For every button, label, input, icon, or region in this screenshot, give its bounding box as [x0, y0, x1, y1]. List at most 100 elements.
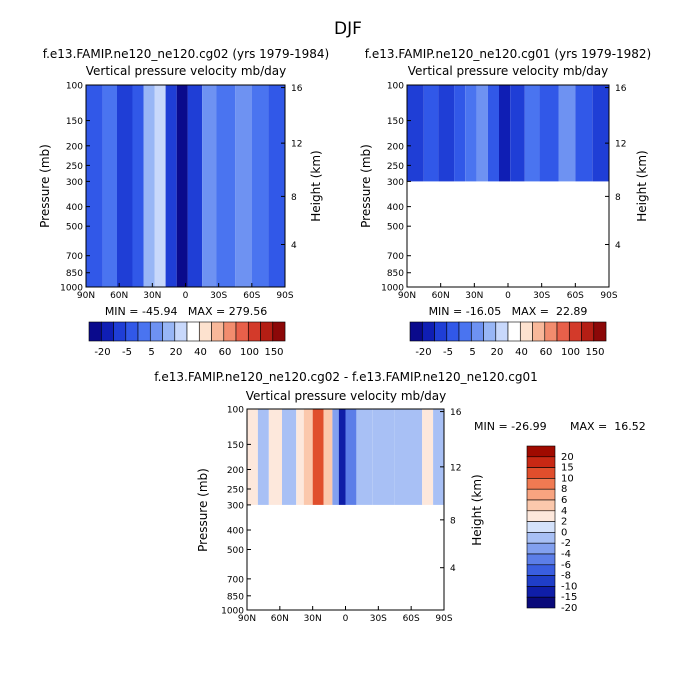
x-tick-label: 30N: [143, 291, 161, 301]
panel-2-title: f.e13.FAMIP.ne120_ne120.cg01 (yrs 1979-1…: [365, 47, 652, 61]
data-column: [372, 409, 395, 505]
colorbar-swatch: [526, 510, 556, 522]
colorbar-swatch: [526, 478, 556, 490]
colorbar-swatch: [88, 321, 102, 342]
panel-2-subtitle: Vertical pressure velocity mb/day: [408, 64, 609, 78]
panel-2-colorbar: -20 -5 5 20 40 60 100 150: [409, 321, 607, 358]
colorbar-label: 4: [561, 506, 567, 517]
panel-3-y-axis: 100 150 200 250 300 400 500 700 850 1000: [221, 406, 251, 617]
colorbar-swatch: [526, 542, 556, 555]
data-column: [257, 409, 269, 505]
data-column: [296, 409, 304, 505]
data-column: [187, 85, 203, 287]
y-tick-label: 850: [66, 269, 83, 279]
x-tick-label: 0: [343, 614, 349, 624]
x-tick-label: 90N: [77, 291, 95, 301]
colorbar-swatch: [421, 321, 435, 342]
data-column: [539, 85, 559, 182]
colorbar-swatch: [113, 321, 127, 342]
y-tick-label: 300: [227, 501, 244, 511]
colorbar-swatch: [434, 321, 448, 342]
x-tick-label: 30N: [304, 614, 322, 624]
y-tick-label: 1000: [221, 607, 244, 617]
colorbar-swatch: [186, 321, 200, 342]
y-tick-label: 500: [227, 546, 244, 556]
x-tick-label: 60N: [110, 291, 128, 301]
data-column: [524, 85, 540, 182]
colorbar-label: 40: [194, 347, 207, 358]
colorbar-swatch: [556, 321, 570, 342]
x-tick-label: 30S: [370, 614, 387, 624]
colorbar-swatch: [199, 321, 212, 342]
panel-2-y-axis: 100 150 200 250 300 400 500 700 850 1000: [381, 82, 411, 294]
colorbar-swatch: [581, 321, 595, 342]
colorbar-label: -20: [415, 347, 431, 358]
y2-tick-label: 12: [450, 463, 461, 473]
colorbar-label: -4: [561, 549, 571, 560]
colorbar-label: 60: [540, 347, 553, 358]
y-tick-label: 150: [66, 117, 83, 127]
colorbar-swatch: [544, 321, 558, 342]
data-column: [499, 85, 511, 182]
data-column: [86, 85, 103, 287]
x-tick-label: 60S: [243, 291, 260, 301]
y-tick-label: 150: [387, 117, 404, 127]
x-tick-label: 90N: [398, 291, 416, 301]
panel-1-colorbar: -20 -5 5 20 40 60 100 150: [88, 321, 286, 358]
data-column: [202, 85, 217, 287]
y2-tick-label: 16: [450, 408, 462, 418]
colorbar-swatch: [593, 321, 607, 342]
colorbar-swatch: [526, 521, 556, 533]
data-column: [332, 409, 339, 505]
colorbar-label: -10: [561, 581, 577, 592]
x-tick-label: 90S: [435, 614, 452, 624]
data-column: [117, 85, 133, 287]
colorbar-label: -8: [561, 571, 571, 582]
panel-1-subtitle: Vertical pressure velocity mb/day: [86, 64, 287, 78]
colorbar-label: 20: [170, 347, 183, 358]
y-tick-label: 1000: [381, 284, 404, 294]
x-tick-label: 60N: [432, 291, 450, 301]
colorbar-swatch: [125, 321, 139, 342]
panel-2: f.e13.FAMIP.ne120_ne120.cg01 (yrs 1979-1…: [359, 47, 651, 358]
panel-3-y2label: Height (km): [470, 474, 484, 545]
panel-2-x-axis: 90N 60N 30N 0 30S 60S 90S: [398, 283, 618, 301]
panel-3-stats-max: MAX = 16.52: [570, 420, 646, 433]
y-tick-label: 200: [227, 466, 244, 476]
colorbar-swatch: [526, 553, 556, 566]
y-tick-label: 700: [387, 252, 404, 262]
colorbar-label: 6: [561, 495, 567, 506]
colorbar-swatch: [526, 532, 556, 544]
colorbar-swatch: [223, 321, 237, 342]
y2-tick-label: 4: [450, 564, 456, 574]
colorbar-swatch: [409, 321, 423, 342]
colorbar-label: -15: [561, 592, 577, 603]
panel-1-plot-area: [86, 85, 285, 287]
y-tick-label: 500: [66, 223, 83, 233]
y-tick-label: 1000: [60, 284, 83, 294]
colorbar-swatch: [526, 564, 556, 576]
panel-3-ylabel: Pressure (mb): [196, 468, 210, 552]
x-tick-label: 90S: [600, 291, 617, 301]
colorbar-swatch: [272, 321, 286, 342]
data-column: [247, 409, 258, 505]
colorbar-swatch: [532, 321, 546, 342]
colorbar-label: 100: [561, 347, 580, 358]
x-tick-label: 90N: [238, 614, 256, 624]
panel-3: f.e13.FAMIP.ne120_ne120.cg02 - f.e13.FAM…: [154, 370, 646, 624]
colorbar-swatch: [137, 321, 151, 342]
panel-2-plot-area: [407, 85, 609, 182]
colorbar-label: 40: [515, 347, 528, 358]
panel-3-subtitle: Vertical pressure velocity mb/day: [246, 389, 447, 403]
colorbar-swatch: [101, 321, 114, 342]
data-column: [433, 409, 444, 505]
panel-1-title: f.e13.FAMIP.ne120_ne120.cg02 (yrs 1979-1…: [43, 47, 330, 61]
data-column: [143, 85, 155, 287]
panel-1-y2label: Height (km): [309, 150, 323, 221]
y-tick-label: 250: [66, 162, 83, 172]
y-tick-label: 250: [387, 162, 404, 172]
colorbar-swatch: [458, 321, 472, 342]
x-tick-label: 30N: [465, 291, 483, 301]
data-column: [176, 85, 188, 287]
colorbar-swatch: [526, 575, 556, 587]
